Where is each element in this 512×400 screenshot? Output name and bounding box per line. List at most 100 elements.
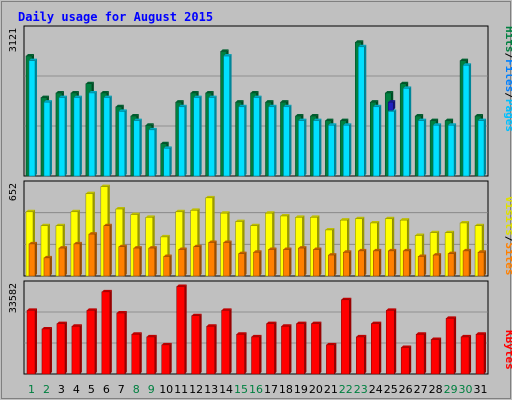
sites-bar-15-front — [238, 253, 245, 277]
files-bar-28 — [432, 123, 442, 177]
hits-bar-19-top — [295, 114, 304, 117]
sites-bar-24-side — [379, 248, 382, 276]
sites-bar-15-side — [244, 251, 247, 276]
day-label-21: 21 — [324, 383, 338, 396]
files-bar-1-side — [35, 58, 37, 176]
files-bar-3-front — [58, 97, 66, 177]
sites-bar-16 — [253, 250, 262, 277]
visits-bar-14-top — [220, 211, 230, 214]
day-label-29: 29 — [444, 383, 458, 396]
kbytes-bar-28-top — [431, 337, 442, 340]
sites-bar-19-side — [304, 246, 307, 276]
sites-bar-28-front — [432, 254, 440, 277]
visits-bar-16-top — [250, 223, 260, 226]
kbytes-bar-23-side — [364, 334, 367, 374]
hits-bar-27-top — [415, 114, 424, 117]
files-bar-16-front — [253, 97, 260, 177]
files-bar-24-side — [379, 104, 382, 176]
sites-bar-20-top — [313, 247, 322, 250]
kbytes-bar-7 — [116, 311, 127, 375]
hits-bar-23-top — [355, 40, 364, 43]
files-bar-16 — [253, 95, 262, 177]
files-bar-17 — [268, 104, 277, 177]
svg-text:KBytes: KBytes — [503, 330, 512, 370]
hits-bar-4-top — [70, 90, 79, 93]
sites-bar-9-front — [148, 247, 155, 277]
files-bar-1-top — [29, 58, 37, 61]
kbytes-bar-10 — [161, 342, 172, 375]
hits-bar-9-top — [145, 123, 154, 126]
visits-bar-1-top — [26, 209, 35, 212]
files-bar-31-side — [484, 118, 487, 176]
kbytes-bar-31 — [475, 332, 487, 375]
sites-bar-5-top — [88, 232, 97, 235]
visits-bar-5-top — [85, 191, 95, 194]
sites-bar-11 — [178, 247, 187, 277]
day-label-4: 4 — [73, 383, 80, 396]
day-label-1: 1 — [28, 383, 35, 396]
files-bar-29-side — [454, 123, 457, 176]
hits-bar-31-top — [475, 114, 484, 117]
kbytes-bar-11 — [176, 284, 187, 375]
visits-sites-panel: 652 — [8, 180, 489, 277]
legend-sites: Sites — [503, 242, 512, 275]
files-bar-10-top — [163, 146, 172, 149]
kbytes-bar-19-top — [296, 321, 307, 324]
kbytes-bar-14-front — [221, 310, 230, 375]
sites-bar-18-top — [283, 247, 292, 250]
sites-bar-24 — [373, 248, 382, 277]
kbytes-bar-22-front — [341, 299, 350, 375]
kbytes-bar-14 — [221, 308, 232, 375]
kbytes-bar-29-top — [446, 316, 457, 319]
kbytes-bar-12-top — [191, 313, 202, 316]
visits-bar-21-top — [325, 227, 335, 230]
visits-bar-2-top — [40, 223, 50, 226]
kbytes-bar-17 — [266, 321, 277, 375]
sites-bar-29 — [447, 251, 457, 277]
day-label-31: 31 — [474, 383, 488, 396]
kbytes-bar-10-front — [161, 344, 170, 375]
files-bar-4-side — [79, 95, 82, 176]
sites-bar-12-front — [193, 246, 200, 277]
kbytes-bar-22 — [341, 297, 352, 375]
files-bar-19-top — [298, 118, 307, 121]
sites-bar-2-top — [43, 255, 52, 258]
kbytes-bar-9 — [146, 334, 157, 375]
files-bar-9-side — [154, 127, 157, 176]
sites-bar-31 — [477, 250, 487, 277]
kbytes-bar-17-front — [266, 323, 275, 375]
files-bar-6-top — [103, 95, 112, 98]
sites-bar-7-top — [118, 244, 127, 247]
sites-bar-16-side — [259, 250, 262, 276]
visits-bar-24-top — [370, 220, 380, 223]
kbytes-bar-1-top — [27, 308, 37, 311]
files-bar-11 — [178, 104, 187, 177]
kbytes-bar-6-top — [101, 289, 112, 292]
visits-bar-13-top — [205, 195, 215, 198]
sites-bar-6-top — [103, 223, 112, 226]
files-bar-12 — [193, 95, 202, 177]
hits-bar-28-top — [430, 118, 439, 121]
day-label-24: 24 — [369, 383, 383, 396]
files-bar-23-front — [358, 46, 365, 177]
files-bar-28-front — [432, 124, 440, 177]
files-bar-17-front — [268, 106, 275, 177]
visits-bar-18-top — [280, 213, 290, 216]
files-bar-30 — [462, 63, 472, 177]
day-label-8: 8 — [133, 383, 140, 396]
files-bar-18 — [283, 104, 292, 177]
kbytes-bar-16-top — [251, 334, 262, 337]
visits-bar-27-top — [415, 233, 425, 236]
kbytes-bar-22-top — [341, 297, 352, 300]
files-bar-31-top — [478, 118, 487, 121]
day-label-26: 26 — [399, 383, 413, 396]
sites-bar-6 — [103, 223, 112, 277]
kbytes-bar-1 — [26, 308, 37, 375]
kbytes-bar-27-side — [424, 332, 427, 374]
kbytes-bar-5-side — [94, 308, 97, 374]
hits-bar-22-top — [340, 118, 349, 121]
files-bar-10-side — [169, 146, 172, 176]
kbytes-bar-19-side — [304, 321, 307, 374]
sites-bar-27-side — [424, 254, 427, 276]
